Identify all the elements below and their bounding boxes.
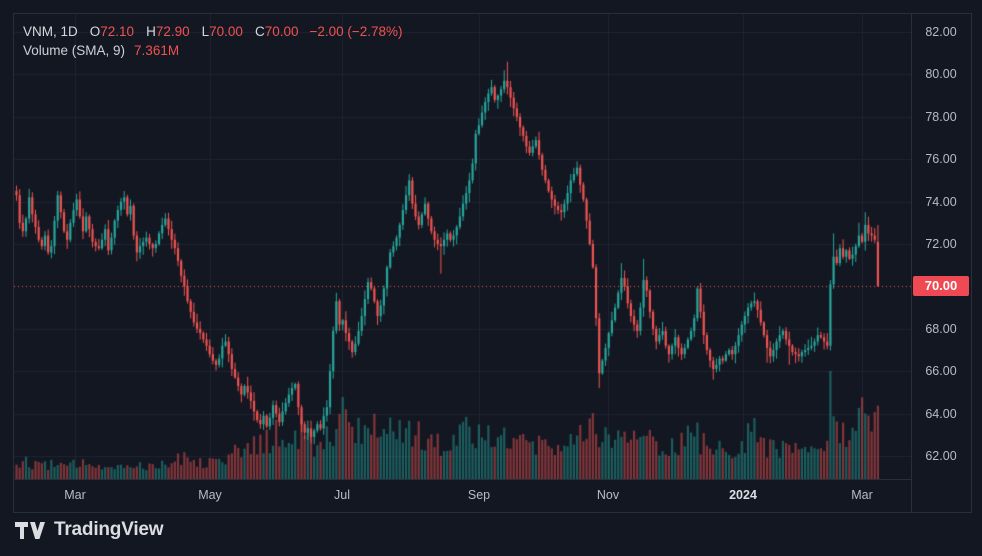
indicator-value: 7.361M: [134, 43, 180, 58]
price-tick-label: 64.00: [925, 406, 957, 421]
time-tick-label: Nov: [596, 488, 620, 502]
time-tick-label: Mar: [851, 488, 873, 502]
ohlc-high-value: 72.90: [155, 24, 190, 39]
change-value: −2.00 (−2.78%): [309, 24, 403, 39]
price-tick-label: 68.00: [925, 321, 957, 336]
price-tick-label: 76.00: [925, 152, 957, 167]
tradingview-logo[interactable]: TradingView: [14, 519, 164, 541]
price-tick-label: 78.00: [925, 109, 957, 124]
ohlc-open-key: O: [89, 24, 101, 39]
ohlc-close-value: 70.00: [264, 24, 299, 39]
time-tick-label: 2024: [729, 488, 757, 502]
ohlc-low-value: 70.00: [209, 24, 243, 39]
time-tick-label: Mar: [64, 488, 86, 502]
time-tick-label: May: [198, 488, 222, 502]
price-tick-label: 72.00: [925, 237, 957, 251]
time-tick-label: Sep: [467, 488, 491, 502]
chart-widget: VNM, 1D O72.10 H72.90 L70.00 C70.00 −2.00 (−2…: [13, 13, 972, 513]
price-axis[interactable]: 70.00 82.00 80.00 78.00 76.00 74.00 72.00 68.0…: [911, 14, 972, 512]
ohlc-low-key: L: [201, 24, 210, 39]
ohlc-low: L70.00: [202, 24, 243, 39]
tradingview-logo-text: TradingView: [54, 519, 164, 540]
legend-indicator-row: Volume (SMA, 9) 7.361M: [23, 41, 403, 60]
ohlc-open-value: 72.10: [100, 24, 135, 39]
ohlc-close: C70.00: [255, 24, 299, 39]
ohlc-high-key: H: [146, 24, 156, 39]
symbol-title[interactable]: VNM, 1D: [23, 24, 78, 39]
price-tick-label: 66.00: [925, 364, 957, 379]
time-tick-label: Jul: [334, 488, 350, 502]
price-tick-label: 82.00: [925, 25, 957, 39]
chart-legend: VNM, 1D O72.10 H72.90 L70.00 C70.00 −2.00 (−2…: [23, 22, 403, 60]
tradingview-logo-icon: [15, 521, 45, 539]
indicator-title[interactable]: Volume (SMA, 9): [23, 43, 126, 58]
price-tick-label: 74.00: [925, 194, 957, 209]
legend-symbol-row: VNM, 1D O72.10 H72.90 L70.00 C70.00 −2.00 (−2…: [23, 22, 403, 41]
last-price-badge: 70.00: [913, 276, 969, 297]
ohlc-open: O72.10: [90, 24, 134, 39]
price-tick-label: 62.00: [925, 449, 957, 463]
ohlc-close-key: C: [254, 24, 265, 39]
price-tick-label: 80.00: [925, 67, 957, 82]
ohlc-high: H72.90: [146, 24, 190, 39]
price-chart-canvas[interactable]: [14, 14, 911, 479]
time-axis[interactable]: Mar May Jul Sep Nov 2024 Mar: [14, 479, 911, 513]
